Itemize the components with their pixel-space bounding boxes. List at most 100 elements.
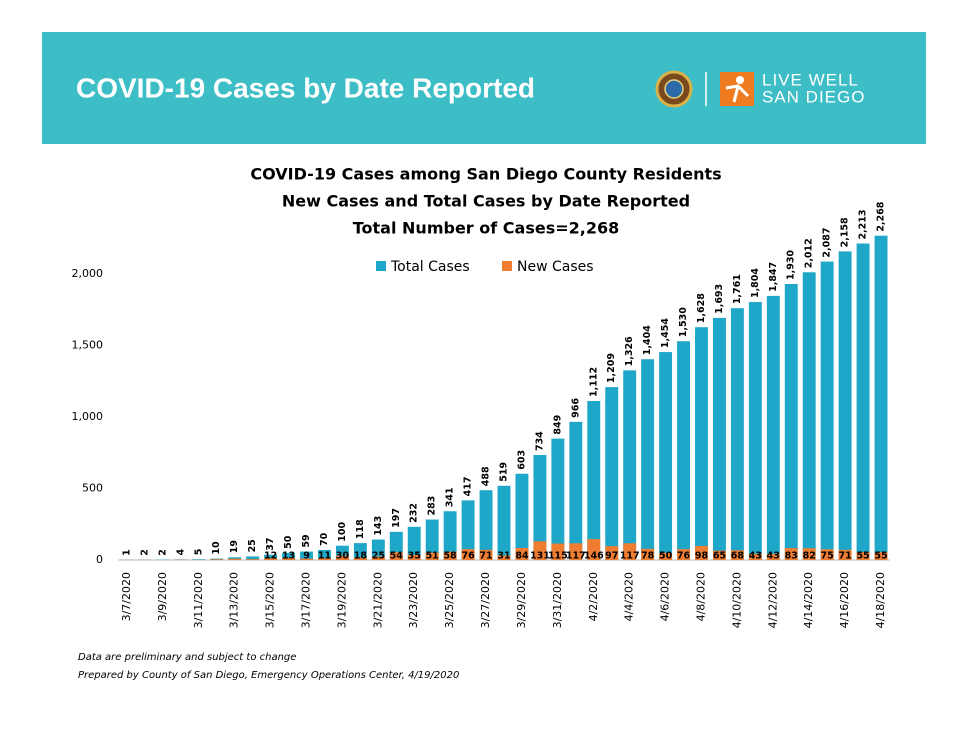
data-label: 43 bbox=[767, 551, 780, 562]
bar bbox=[407, 526, 421, 560]
x-tick-label: 4/12/2020 bbox=[766, 572, 779, 628]
x-tick-label: 3/7/2020 bbox=[120, 572, 133, 621]
data-label: 603 bbox=[516, 450, 527, 470]
bar bbox=[353, 557, 367, 560]
bar bbox=[443, 511, 457, 560]
bar bbox=[874, 552, 888, 560]
footnote: Data are preliminary and subject to chan… bbox=[78, 652, 296, 663]
bar bbox=[461, 500, 475, 560]
bar bbox=[497, 555, 511, 560]
data-label: 1,404 bbox=[642, 325, 653, 355]
data-label: 117 bbox=[620, 551, 640, 562]
data-label: 10 bbox=[211, 541, 222, 555]
y-tick-label: 1,000 bbox=[72, 410, 104, 423]
data-label: 2,012 bbox=[804, 238, 815, 268]
bar bbox=[479, 490, 493, 560]
y-tick-label: 2,000 bbox=[72, 267, 104, 280]
data-label: 131 bbox=[530, 551, 550, 562]
bar bbox=[784, 548, 798, 560]
bar bbox=[569, 421, 583, 560]
bar bbox=[856, 552, 870, 560]
data-label: 1,454 bbox=[660, 318, 671, 348]
data-label: 9 bbox=[303, 551, 310, 562]
data-label: 12 bbox=[264, 551, 277, 562]
bar bbox=[282, 558, 296, 560]
data-label: 966 bbox=[570, 398, 581, 418]
data-label: 78 bbox=[641, 551, 655, 562]
data-label: 83 bbox=[785, 551, 798, 562]
data-label: 13 bbox=[282, 551, 295, 562]
data-label: 146 bbox=[584, 551, 604, 562]
data-label: 59 bbox=[301, 534, 312, 547]
bar bbox=[371, 539, 385, 560]
x-tick-label: 3/31/2020 bbox=[551, 572, 564, 628]
bar bbox=[551, 438, 565, 560]
bar bbox=[479, 549, 493, 560]
bar bbox=[335, 555, 349, 560]
data-label: 1,530 bbox=[678, 307, 689, 337]
data-label: 734 bbox=[534, 431, 545, 451]
bar bbox=[515, 473, 529, 560]
bar bbox=[605, 546, 619, 560]
data-label: 1,112 bbox=[588, 367, 599, 397]
legend-label: New Cases bbox=[517, 259, 594, 275]
bar bbox=[300, 558, 313, 560]
live-well-icon bbox=[720, 72, 754, 106]
data-label: 25 bbox=[372, 551, 385, 562]
x-tick-label: 3/29/2020 bbox=[515, 572, 528, 628]
data-label: 71 bbox=[838, 551, 851, 562]
bar bbox=[802, 272, 816, 560]
bar bbox=[730, 308, 744, 560]
bar bbox=[605, 387, 619, 560]
x-tick-label: 4/10/2020 bbox=[730, 572, 743, 628]
data-label: 1 bbox=[121, 549, 132, 556]
bar bbox=[712, 550, 726, 560]
data-label: 1,693 bbox=[714, 284, 725, 314]
data-label: 519 bbox=[499, 462, 510, 482]
x-tick-label: 3/15/2020 bbox=[264, 572, 277, 628]
bar bbox=[389, 552, 403, 560]
data-label: 19 bbox=[229, 540, 240, 553]
bar bbox=[246, 556, 260, 560]
x-tick-label: 3/25/2020 bbox=[443, 572, 456, 628]
y-tick-label: 1,500 bbox=[72, 339, 104, 352]
data-label: 1,209 bbox=[606, 353, 617, 383]
bar bbox=[533, 541, 547, 560]
data-label: 417 bbox=[463, 477, 474, 497]
bar bbox=[748, 553, 762, 560]
bar bbox=[695, 545, 708, 560]
logo-text: LIVE WELL bbox=[762, 70, 859, 89]
data-label: 55 bbox=[874, 551, 887, 562]
bar bbox=[425, 552, 439, 560]
bar bbox=[784, 284, 798, 560]
data-label: 50 bbox=[659, 551, 673, 562]
data-label: 25 bbox=[247, 539, 258, 552]
bar bbox=[371, 556, 385, 560]
bar bbox=[802, 548, 816, 560]
data-label: 76 bbox=[461, 551, 475, 562]
bar bbox=[318, 549, 331, 560]
x-tick-label: 3/27/2020 bbox=[479, 572, 492, 628]
x-tick-label: 4/16/2020 bbox=[838, 572, 851, 628]
bar bbox=[820, 549, 834, 560]
bar bbox=[569, 543, 583, 560]
data-label: 84 bbox=[515, 551, 529, 562]
header-band bbox=[42, 32, 926, 144]
bar bbox=[264, 558, 278, 560]
bar bbox=[838, 251, 852, 560]
x-tick-label: 4/8/2020 bbox=[694, 572, 707, 621]
data-label: 1,628 bbox=[696, 293, 707, 323]
data-label: 2,213 bbox=[858, 209, 869, 239]
header-title: COVID-19 Cases by Date Reported bbox=[76, 72, 535, 103]
bar bbox=[210, 559, 224, 560]
data-label: 54 bbox=[390, 551, 404, 562]
bar bbox=[264, 554, 278, 560]
bar bbox=[677, 341, 690, 560]
data-label: 2 bbox=[157, 549, 168, 556]
bar bbox=[461, 549, 475, 560]
bar bbox=[856, 243, 870, 560]
data-label: 76 bbox=[677, 551, 691, 562]
county-seal bbox=[655, 70, 693, 108]
y-tick-label: 500 bbox=[82, 482, 103, 495]
data-label: 43 bbox=[749, 551, 762, 562]
